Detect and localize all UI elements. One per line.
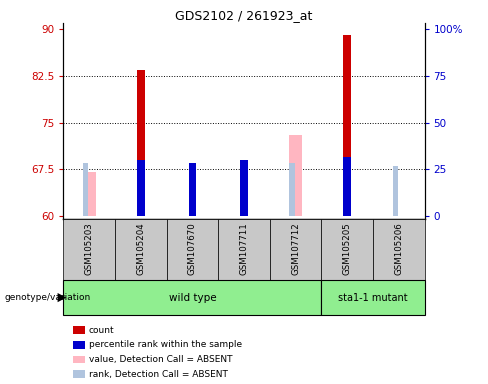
Text: GSM107670: GSM107670 [188,222,197,275]
Bar [240,160,248,216]
Text: genotype/variation: genotype/variation [5,293,91,302]
Bar [373,219,425,280]
Bar [63,219,115,280]
Polygon shape [58,293,66,302]
Bar [218,219,270,280]
Text: value, Detection Call = ABSENT: value, Detection Call = ABSENT [89,355,232,364]
Bar [137,160,145,216]
Bar [322,219,373,280]
Text: percentile rank within the sample: percentile rank within the sample [89,340,242,349]
Bar [344,35,351,216]
Text: GSM105206: GSM105206 [394,222,403,275]
Text: GSM105205: GSM105205 [343,222,352,275]
Bar [166,219,218,280]
Text: GSM105204: GSM105204 [136,222,145,275]
Bar [115,219,166,280]
Title: GDS2102 / 261923_at: GDS2102 / 261923_at [175,9,313,22]
Bar [392,166,398,216]
Bar [270,219,322,280]
Text: wild type: wild type [168,293,216,303]
Bar [240,163,248,216]
Bar [289,163,295,216]
Bar [137,70,145,216]
Text: count: count [89,326,115,335]
Text: sta1-1 mutant: sta1-1 mutant [338,293,408,303]
Text: GSM107711: GSM107711 [240,222,248,275]
Bar [83,163,88,216]
Text: rank, Detection Call = ABSENT: rank, Detection Call = ABSENT [89,369,228,379]
Text: GSM107712: GSM107712 [291,222,300,275]
Bar [322,280,425,315]
Bar [83,172,96,216]
Bar [289,135,302,216]
Bar [63,280,322,315]
Bar [188,163,196,216]
Text: GSM105203: GSM105203 [85,222,94,275]
Bar [344,157,351,216]
